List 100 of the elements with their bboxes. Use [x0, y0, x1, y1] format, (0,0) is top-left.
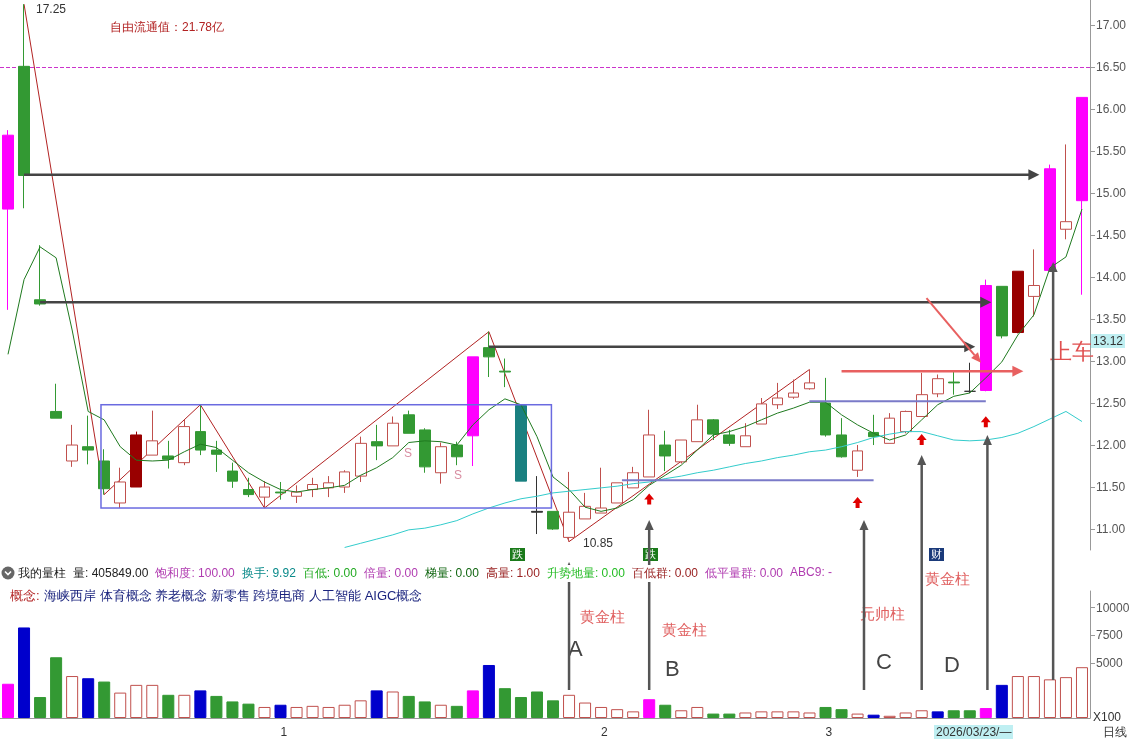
candlestick: [740, 422, 751, 448]
candlestick: [291, 484, 302, 504]
bar: [691, 706, 704, 718]
candlestick: [435, 442, 447, 485]
annotation: 17.25: [36, 2, 67, 17]
candlestick: [900, 410, 912, 434]
y-tick-label: 16.00: [1096, 102, 1127, 117]
text: 日线: [1103, 725, 1127, 740]
candlestick: [675, 439, 687, 465]
annotation: S: [454, 468, 463, 483]
bar: [530, 691, 543, 718]
annotation: 10.85: [583, 536, 614, 551]
text: 升势地量: 0.00: [546, 565, 625, 582]
y-tick-label: 16.50: [1096, 60, 1127, 75]
bar: [290, 706, 303, 718]
bar: [258, 706, 271, 718]
y-tick-label: 12.00: [1096, 438, 1127, 453]
bar: [434, 704, 447, 718]
candlestick: [756, 397, 767, 425]
bar: [322, 706, 335, 718]
bar: [514, 697, 527, 718]
candlestick: [499, 358, 511, 388]
bar: [643, 699, 656, 718]
bar: [306, 705, 319, 718]
bar: [867, 714, 880, 718]
annotation: 黄金柱: [580, 608, 625, 626]
bar: [146, 684, 159, 718]
annotation: C: [876, 649, 892, 676]
text: 低平量群: 0.00: [705, 565, 784, 582]
bar: [370, 690, 383, 718]
bar: [611, 709, 624, 718]
bar: [98, 681, 111, 718]
bar: [595, 706, 608, 718]
candlestick: [964, 362, 976, 394]
candlestick: [932, 374, 944, 398]
candlestick: [1060, 143, 1072, 240]
candlestick: [1028, 248, 1040, 318]
bar: [1075, 667, 1088, 718]
bar: [34, 697, 47, 718]
text: 高量: 1.00: [485, 565, 540, 582]
candlestick: [563, 471, 575, 543]
bar: [755, 711, 768, 718]
bar: [274, 704, 287, 718]
annotation: D: [944, 652, 960, 679]
bar: [787, 711, 800, 718]
bar: [979, 708, 992, 718]
text: 2026/03/23/—: [934, 725, 1014, 740]
candlestick: [259, 480, 270, 509]
candlestick: [707, 418, 719, 441]
candlestick: [996, 285, 1008, 339]
text: 量: 405849.00: [73, 565, 149, 582]
y-tick-label: 7500: [1096, 628, 1124, 643]
candlestick: [82, 415, 94, 465]
text: X100: [1093, 710, 1122, 725]
candlestick: [451, 441, 463, 466]
y-tick-label: 14.00: [1096, 270, 1127, 285]
bar: [242, 703, 255, 718]
candlestick: [355, 436, 367, 483]
chart-title: 我的量柱: [18, 565, 66, 582]
bar: [851, 713, 864, 718]
candlestick: [2, 129, 14, 311]
annotation: S: [404, 446, 413, 461]
y-tick-label: 11.00: [1096, 522, 1126, 537]
bar: [338, 704, 351, 718]
candlestick: [820, 377, 831, 438]
bar: [723, 713, 736, 718]
candlestick: [804, 368, 815, 391]
candlestick: [339, 469, 350, 494]
candlestick: [643, 409, 655, 478]
candlestick: [467, 356, 479, 467]
y-tick-label: 15.50: [1096, 144, 1127, 159]
candlestick: [531, 475, 543, 535]
bar: [82, 678, 95, 718]
candlestick: [419, 427, 431, 474]
bar: [835, 709, 848, 718]
bar: [482, 664, 495, 718]
bar: [899, 712, 912, 718]
y-tick-label: 13.50: [1096, 312, 1127, 327]
candlestick: [852, 444, 863, 478]
bar: [2, 683, 15, 718]
candlestick: [227, 462, 238, 489]
bar: [963, 710, 976, 718]
annotation: 黄金柱: [662, 621, 707, 639]
bar: [130, 684, 143, 718]
bar: [1059, 677, 1072, 718]
text: 百低: 0.00: [302, 565, 357, 582]
candlestick: [1044, 164, 1056, 271]
y-tick-label: 17.00: [1096, 18, 1127, 33]
annotation: 自由流通值：21.78亿: [110, 20, 225, 35]
candlestick: [1076, 96, 1088, 296]
bar: [547, 700, 560, 718]
candlestick: [403, 410, 415, 434]
text: 饱和度: 100.00: [155, 565, 235, 582]
y-tick-label: 14.50: [1096, 228, 1127, 243]
x-tick-label: 1: [280, 725, 288, 739]
annotation: 概念:: [10, 588, 40, 604]
bar: [915, 710, 928, 718]
y-tick-label: 11.50: [1096, 480, 1126, 495]
candlestick: [515, 405, 527, 482]
bar: [114, 692, 127, 718]
